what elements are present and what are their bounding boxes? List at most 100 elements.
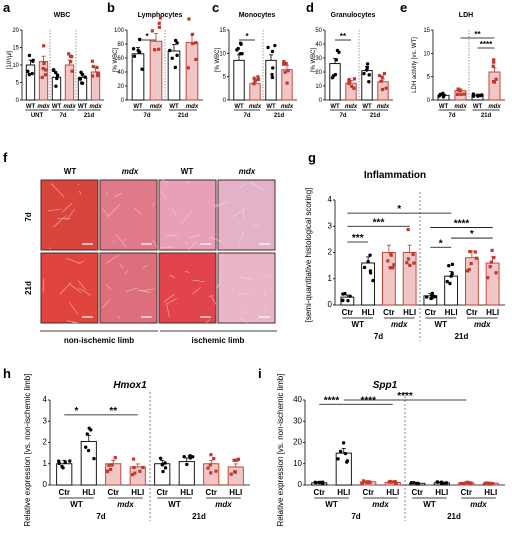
- panel_b-tick-label: 0: [121, 98, 125, 104]
- panel_b-category-label: WT: [133, 104, 143, 110]
- panel_h-genotype-label: WT: [168, 500, 181, 509]
- panel_e-data-point: [463, 93, 466, 96]
- panel_i-data-point: [484, 481, 487, 484]
- panel-d-label: d: [306, 0, 314, 15]
- panel_i-sig-label: ****: [360, 395, 376, 406]
- panel_h-bar: [155, 464, 170, 485]
- panel_h-data-point: [161, 470, 164, 473]
- panel_h-genotype-label: mdx: [117, 500, 134, 509]
- panel_h-category-label: HLI: [180, 488, 193, 497]
- panel_d-data-point: [367, 80, 370, 83]
- panel_a-data-point: [56, 74, 59, 77]
- panel_g-data-point: [431, 292, 434, 295]
- panel_e-sig-label: ****: [480, 40, 493, 49]
- panel_g-genotype-label: mdx: [391, 320, 408, 329]
- panel_i-data-point: [365, 480, 368, 483]
- panel_i-data-point: [460, 482, 463, 485]
- panel_g-data-point: [425, 295, 428, 298]
- panel_i-genotype-label: mdx: [372, 500, 389, 509]
- panel_a-group-label: 21d: [84, 113, 95, 119]
- panel_g-data-point: [489, 265, 492, 268]
- panel_g-data-point: [346, 299, 349, 302]
- panel_g-data-point: [490, 261, 493, 264]
- panel_h-data-point: [138, 470, 141, 473]
- panel_a-data-point: [55, 77, 58, 80]
- panel_c-category-label: WT: [234, 104, 244, 110]
- panel_c-data-point: [284, 71, 287, 74]
- panel_g-data-point: [492, 256, 495, 259]
- panel_i-data-point: [317, 481, 320, 484]
- panel_c-data-point: [282, 63, 285, 66]
- panel_a-tick-label: 0: [16, 98, 20, 104]
- panel-i-title: Spp1: [373, 380, 398, 391]
- panel_a-data-point: [95, 66, 98, 69]
- panel_c-category-label: WT: [266, 104, 276, 110]
- panel_a-data-point: [92, 65, 95, 68]
- panel_g-data-point: [474, 250, 477, 253]
- panel_i-time-label: 21d: [447, 512, 461, 521]
- panel-d-title: Granulocytes: [331, 12, 376, 19]
- panel_h-data-point: [212, 457, 215, 460]
- panel-g-label: g: [308, 150, 316, 165]
- panel_a-category-label: mdx: [89, 104, 102, 110]
- panel_i-category-label: Ctr: [460, 488, 472, 497]
- panel_a-data-point: [71, 70, 74, 73]
- panel_a-data-point: [69, 60, 72, 63]
- panel_c-bar: [234, 60, 244, 100]
- panel-e-label: e: [400, 0, 407, 15]
- panel_a-data-point: [83, 75, 86, 78]
- panel_d-data-point: [365, 68, 368, 71]
- panel_h-category-label: HLI: [131, 488, 144, 497]
- panel_e-data-point: [459, 93, 462, 96]
- panel_g-category-label: Ctr: [425, 308, 437, 317]
- panel_i-data-point: [314, 481, 317, 484]
- panel_a-data-point: [91, 74, 94, 77]
- panel_g-data-point: [371, 279, 374, 282]
- panel_b-data-point: [194, 58, 197, 61]
- panel_a-data-point: [96, 71, 99, 74]
- histo-col-label-2: mdx: [122, 167, 139, 176]
- panel_a-category-label: WT: [26, 104, 36, 110]
- panel_g-sig-label: ***: [352, 233, 364, 244]
- panel_g-sig-label: *: [397, 204, 401, 215]
- panel_g-data-point: [475, 257, 478, 260]
- histology-tile: [100, 253, 157, 323]
- histo-col-label-4: mdx: [239, 167, 256, 176]
- panel_d-bar: [330, 64, 340, 100]
- panel_e-group-label: 21d: [481, 113, 492, 119]
- panel_g-data-point: [447, 264, 450, 267]
- panel_h-data-point: [182, 455, 185, 458]
- panel_g-bar: [486, 263, 499, 305]
- panel_c-data-point: [270, 73, 273, 76]
- panel_d-data-point: [383, 72, 386, 75]
- panel-g-ylabel: [semi-quantitative histological scoring]: [304, 188, 313, 323]
- panel_c-data-point: [252, 82, 255, 85]
- panel_g-category-label: Ctr: [383, 308, 395, 317]
- panel_c-data-point: [286, 82, 289, 85]
- panel_g-category-label: HLI: [362, 308, 375, 317]
- panel_e-data-point: [456, 93, 459, 96]
- panel_b-data-point: [132, 47, 135, 50]
- panel_e-bar: [489, 72, 500, 100]
- panel_h-data-point: [159, 457, 162, 460]
- panel_d-tick-label: 30: [315, 56, 322, 62]
- panel-h-title: Hmox1: [113, 380, 147, 391]
- panel_d-sig-label: **: [340, 32, 347, 41]
- panel-f-label: f: [3, 150, 8, 165]
- panel-i-ylabel: Relative expression [vs. non-ischemic li…: [276, 374, 285, 527]
- panel_h-data-point: [87, 449, 90, 452]
- panel_h-data-point: [132, 466, 135, 469]
- panel_g-time-label: 21d: [455, 332, 469, 341]
- panel-h-ylabel: Relative expression [vs. non-ischemic li…: [23, 374, 32, 527]
- panel_g-genotype-label: WT: [435, 320, 448, 329]
- histology-tile: [218, 180, 275, 250]
- panel_h-data-point: [106, 469, 109, 472]
- panel_i-data-point: [463, 482, 466, 485]
- panel_g-time-label: 7d: [374, 332, 383, 341]
- panel_h-data-point: [206, 467, 209, 470]
- panel_g-data-point: [405, 261, 408, 264]
- panel_h-category-label: HLI: [82, 488, 95, 497]
- panel_h-data-point: [161, 463, 164, 466]
